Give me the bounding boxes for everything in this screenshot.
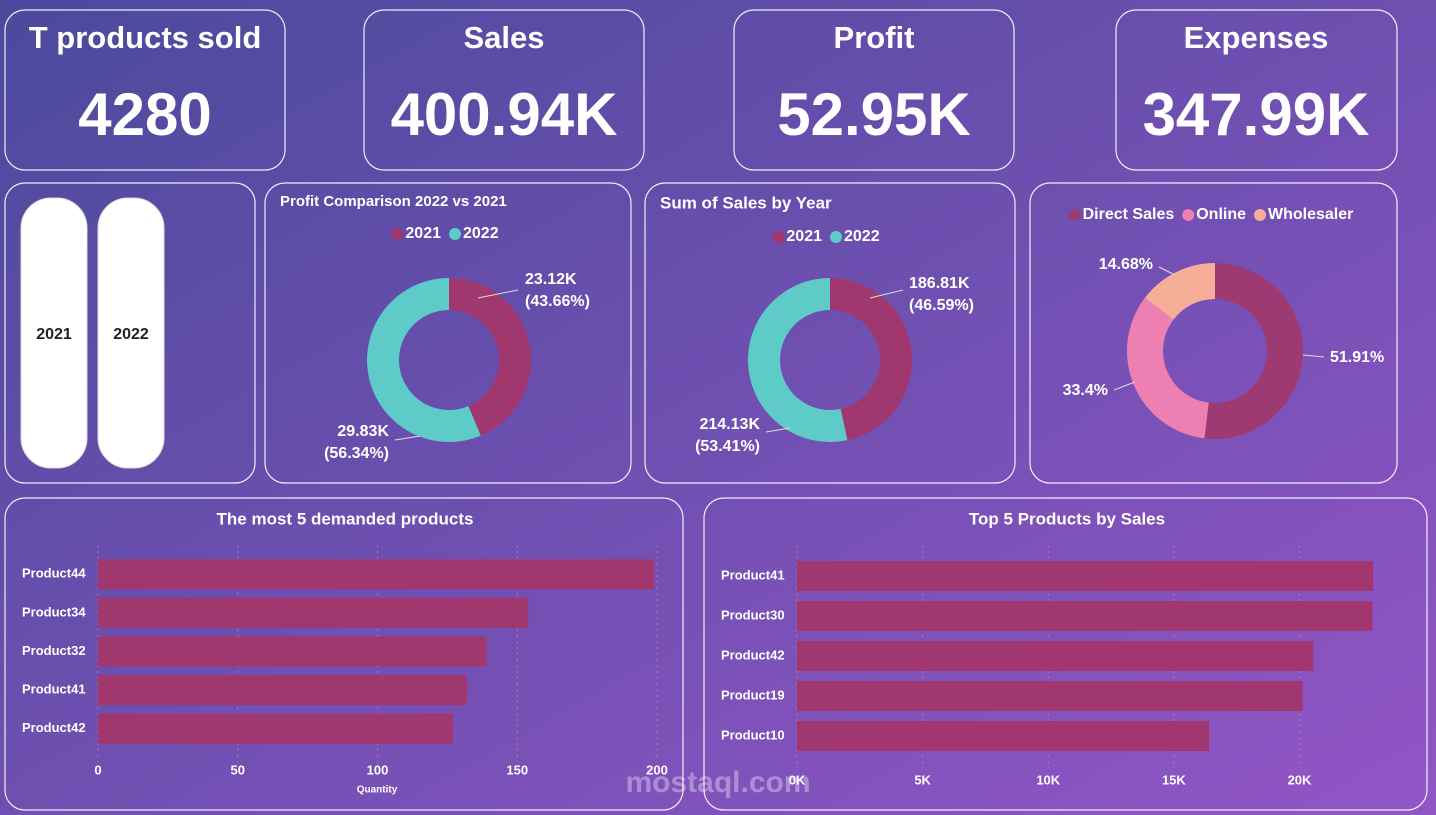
bar [797,601,1373,631]
legend-marker [1068,209,1081,221]
bar [98,675,467,706]
category-label: Product34 [22,604,86,619]
leader-line [765,427,791,433]
category-label: Product42 [22,720,86,735]
leader-line [477,289,519,299]
category-label: Product32 [22,643,86,658]
donut-segment [367,278,481,442]
bar [98,636,487,667]
data-label-percent: (46.59%) [909,297,974,314]
leader-line [1158,266,1176,276]
donut-segment [1127,297,1209,439]
slicer-label[interactable]: 2021 [36,326,72,343]
chart-title: The most 5 demanded products [217,509,474,528]
donut-segment [1144,263,1215,320]
data-label: 51.91% [1330,349,1384,366]
data-label: 29.83K [337,423,389,440]
legend-marker [1254,209,1267,221]
donut-segment [830,278,912,441]
slicer-card [4,182,256,484]
legend-label: Online [1196,206,1246,223]
chart-card [1029,182,1398,484]
leader-line [869,289,904,299]
kpi-value: 400.94K [391,81,618,148]
bar [98,597,529,628]
donut-segment [449,278,532,436]
leader-line [1302,354,1325,358]
x-tick-label: 20K [1288,772,1312,787]
data-label: 33.4% [1063,382,1108,399]
bar [98,713,453,744]
leader-line [394,435,421,441]
kpi-value: 347.99K [1143,81,1370,148]
watermark: mostaql.com [625,766,810,799]
legend-label: 2021 [786,228,822,245]
legend-marker [1182,209,1195,221]
category-label: Product42 [721,647,785,662]
category-label: Product10 [721,727,785,742]
kpi-label: Profit [834,20,915,55]
category-label: Product44 [22,566,86,581]
legend-marker [772,231,785,243]
kpi-card [733,9,1015,171]
x-tick-label: 150 [506,762,528,777]
kpi-card [1115,9,1398,171]
data-label-percent: (43.66%) [525,293,590,310]
x-tick-label: 15K [1162,772,1186,787]
legend-marker [391,228,404,240]
legend-marker [449,228,461,240]
x-axis-label: Quantity [357,785,398,796]
kpi-value: 4280 [78,81,211,148]
slicer-label[interactable]: 2022 [113,326,149,343]
legend-label: 2021 [405,225,441,242]
legend-marker [830,231,842,243]
x-tick-label: 0 [94,762,101,777]
kpi-label: Expenses [1184,20,1329,55]
x-tick-label: 50 [231,762,245,777]
data-label: 186.81K [909,275,970,292]
chart-card [644,182,1016,484]
chart-card [4,497,684,811]
donut-segment [1204,263,1304,440]
category-label: Product41 [22,682,86,697]
bar [98,559,655,590]
leader-line [1113,381,1136,391]
donut-segment [747,277,848,442]
slicer-button[interactable] [97,197,165,469]
x-tick-label: 10K [1036,772,1060,787]
legend-label: Direct Sales [1083,206,1175,223]
x-tick-label: 100 [367,762,389,777]
kpi-card [363,9,645,171]
legend-label: 2022 [463,225,499,242]
legend-label: Wholesaler [1268,206,1353,223]
data-label: 14.68% [1099,256,1153,273]
chart-card [264,182,632,484]
bar [797,641,1314,671]
kpi-value: 52.95K [777,81,970,148]
legend-label: 2022 [844,228,880,245]
chart-card [703,497,1428,811]
data-label-percent: (53.41%) [695,438,760,455]
bar [797,681,1303,711]
bar [797,721,1210,751]
category-label: Product30 [721,607,785,622]
bar [797,561,1374,591]
kpi-label: T products sold [29,20,262,55]
data-label: 23.12K [525,271,577,288]
chart-title: Profit Comparison 2022 vs 2021 [280,193,507,210]
x-tick-label: 200 [646,762,668,777]
x-tick-label: 0K [789,772,806,787]
kpi-label: Sales [463,20,544,55]
data-label: 214.13K [700,416,761,433]
x-tick-label: 5K [914,772,931,787]
slicer-button[interactable] [20,197,88,469]
category-label: Product19 [721,687,785,702]
kpi-card [4,9,286,171]
chart-title: Sum of Sales by Year [660,193,832,212]
data-label-percent: (56.34%) [324,445,389,462]
category-label: Product41 [721,567,785,582]
chart-title: Top 5 Products by Sales [969,509,1165,528]
